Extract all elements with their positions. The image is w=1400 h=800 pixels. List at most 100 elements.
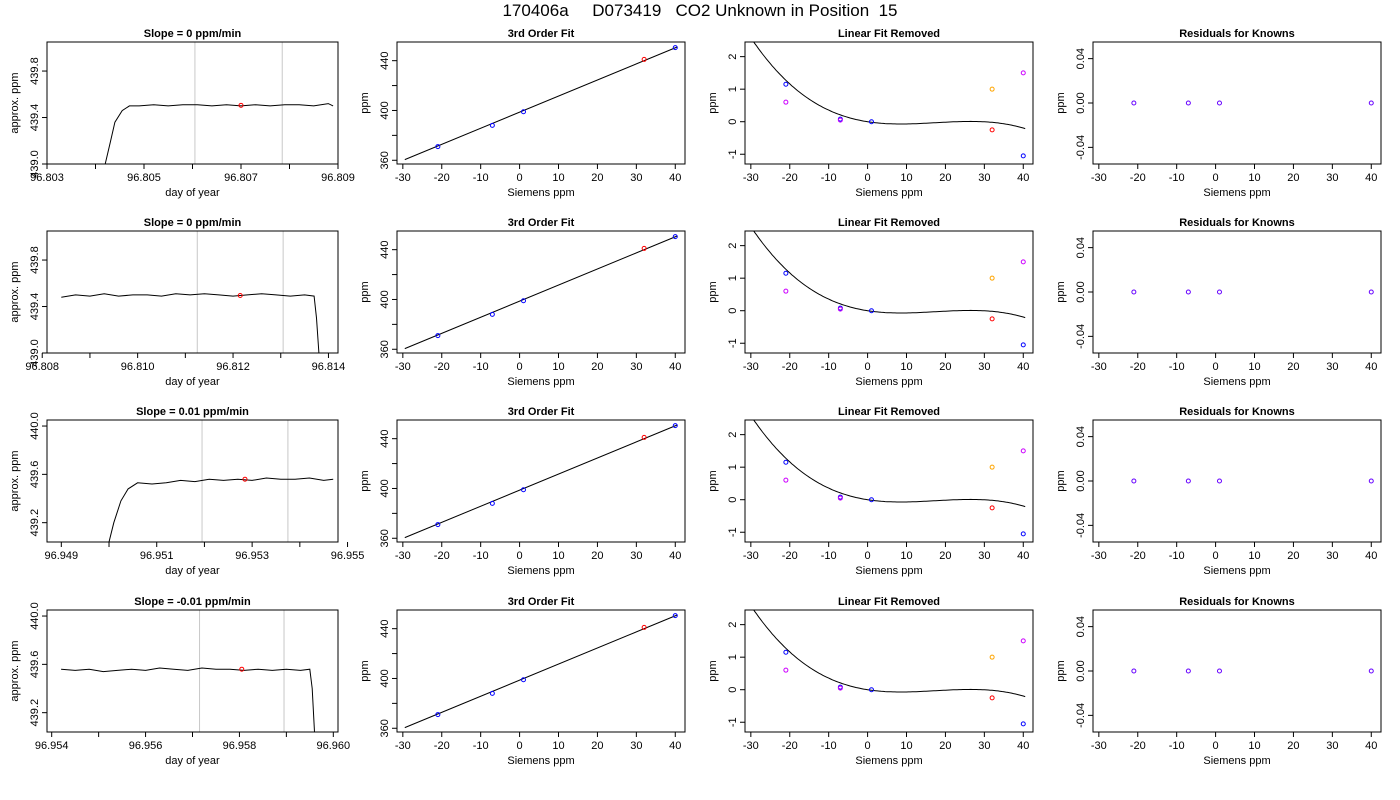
data-point (1020, 531, 1026, 537)
y-tick-label: 439.4 (29, 104, 41, 132)
data-point (1020, 153, 1026, 159)
x-tick-label: 10 (552, 172, 564, 184)
data-point (520, 298, 526, 304)
y-tick-label: -0.04 (1075, 324, 1087, 349)
y-tick-label: 0.04 (1075, 426, 1087, 447)
x-tick-label: 40 (669, 172, 681, 184)
y-tick-label: 440 (379, 240, 391, 258)
data-point (489, 500, 495, 506)
y-tick-label: 440 (379, 429, 391, 447)
data-point (868, 308, 874, 314)
y-tick-label: 439.0 (29, 339, 41, 367)
data-point (837, 495, 843, 501)
x-tick-label: 96.810 (121, 361, 155, 373)
x-axis-label: Siemens ppm (1203, 565, 1270, 577)
x-axis-label: Siemens ppm (855, 187, 922, 199)
x-tick-label: 40 (1365, 361, 1377, 373)
y-axis-label: ppm (1055, 470, 1067, 491)
data-point (1020, 638, 1026, 644)
x-tick-label: 0 (1213, 550, 1219, 562)
data-point (1368, 478, 1374, 484)
x-tick-label: -20 (1130, 740, 1146, 752)
panel-title: 3rd Order Fit (508, 596, 575, 608)
x-tick-label: 10 (1248, 361, 1260, 373)
y-tick-label: -1 (727, 338, 739, 348)
x-tick-label: 10 (900, 740, 912, 752)
y-tick-label: 0 (727, 497, 739, 503)
x-tick-label: 30 (1326, 172, 1338, 184)
x-tick-label: 20 (1287, 550, 1299, 562)
data-point (783, 667, 789, 673)
x-tick-label: -10 (1169, 361, 1185, 373)
data-point (520, 677, 526, 683)
data-point (1131, 289, 1137, 295)
x-tick-label: -10 (473, 172, 489, 184)
x-tick-label: -10 (1169, 172, 1185, 184)
data-point (989, 464, 995, 470)
x-tick-label: -30 (1091, 550, 1107, 562)
x-tick-label: 30 (978, 172, 990, 184)
x-tick-label: 30 (630, 550, 642, 562)
x-tick-label: 96.805 (127, 172, 161, 184)
data-point (783, 459, 789, 465)
y-tick-label: -1 (727, 527, 739, 537)
x-tick-label: 10 (1248, 550, 1260, 562)
y-tick-label: 0.04 (1075, 616, 1087, 637)
data-point (1216, 668, 1222, 674)
data-point (1020, 342, 1026, 348)
x-tick-label: 30 (978, 740, 990, 752)
y-tick-label: 440.0 (29, 412, 41, 440)
data-point (672, 234, 678, 240)
x-tick-label: 96.808 (25, 361, 59, 373)
x-tick-label: -30 (743, 740, 759, 752)
fit-line (404, 235, 678, 350)
cubic-fit-curve (753, 610, 1026, 698)
data-point (1020, 259, 1026, 265)
data-point (489, 311, 495, 317)
panel-title: Linear Fit Removed (838, 596, 940, 608)
y-axis-label: ppm (707, 281, 719, 302)
x-tick-label: 30 (1326, 740, 1338, 752)
y-tick-label: 439.2 (29, 509, 41, 537)
x-tick-label: 10 (552, 550, 564, 562)
data-point (489, 122, 495, 128)
data-point (1368, 289, 1374, 295)
panel-title: Slope = -0.01 ppm/min (134, 596, 251, 608)
sample-point (239, 666, 245, 672)
x-tick-label: 20 (1287, 172, 1299, 184)
y-tick-label: 439.6 (29, 461, 41, 489)
x-tick-label: 20 (591, 740, 603, 752)
y-tick-label: 439.6 (29, 651, 41, 679)
panel-title: Linear Fit Removed (838, 406, 940, 418)
y-tick-label: 0 (727, 687, 739, 693)
panel-title: Slope = 0 ppm/min (144, 28, 242, 40)
y-tick-label: 360 (379, 340, 391, 358)
y-tick-label: 440 (379, 619, 391, 637)
sample-point (238, 102, 244, 108)
plot-frame (396, 609, 686, 733)
sample-point (242, 476, 248, 482)
data-point (783, 288, 789, 294)
y-tick-label: 360 (379, 719, 391, 737)
x-tick-label: -20 (1130, 550, 1146, 562)
fit-line (404, 424, 678, 539)
y-axis-label: ppm (707, 470, 719, 491)
x-tick-label: 96.955 (331, 550, 365, 562)
x-tick-label: -30 (743, 361, 759, 373)
data-point (1216, 100, 1222, 106)
y-tick-label: 439.8 (29, 246, 41, 274)
y-tick-label: 0.00 (1075, 281, 1087, 302)
data-point (641, 245, 647, 251)
y-axis-label: ppm (707, 92, 719, 113)
y-tick-label: 0.00 (1075, 470, 1087, 491)
y-axis-label: ppm (1055, 660, 1067, 681)
x-axis-label: Siemens ppm (507, 565, 574, 577)
y-tick-label: 400 (379, 290, 391, 308)
panel-title: Residuals for Knowns (1179, 217, 1295, 229)
plot-frame (46, 230, 339, 354)
y-tick-label: 439.4 (29, 293, 41, 321)
y-axis-label: ppm (707, 660, 719, 681)
y-tick-label: 439.8 (29, 57, 41, 85)
plot-frame (396, 41, 686, 165)
